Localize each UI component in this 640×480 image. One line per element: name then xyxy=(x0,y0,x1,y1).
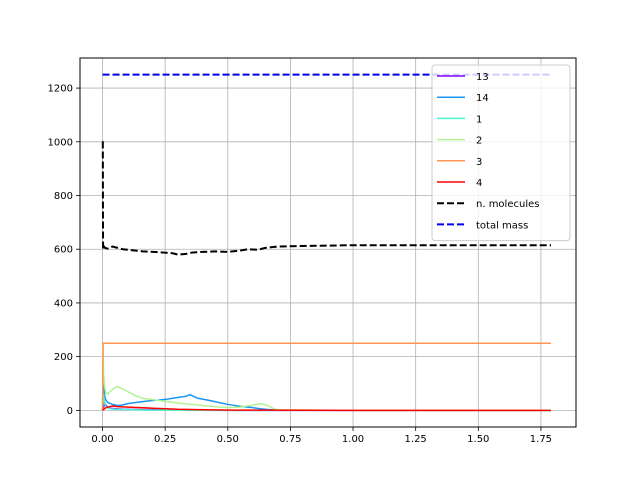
series-line-2 xyxy=(101,342,551,412)
legend-label: 3 xyxy=(476,157,482,168)
legend-label: n. molecules xyxy=(476,199,539,210)
x-tick-label: 1.25 xyxy=(405,434,427,445)
y-tick-label: 400 xyxy=(54,298,73,309)
legend-label: 1 xyxy=(476,114,482,125)
legend-label: 4 xyxy=(476,178,482,189)
axis-ticks: 0.00 0.25 0.50 0.75 1.00 1.25 1.50 1.75 0 200 400 6… xyxy=(48,84,553,445)
x-tick-label: 0.25 xyxy=(154,434,176,445)
y-tick-label: 600 xyxy=(54,245,73,256)
y-tick-label: 1000 xyxy=(48,137,73,148)
series-line-4 xyxy=(102,405,551,412)
y-tick-label: 0 xyxy=(67,406,73,417)
legend-label: 13 xyxy=(476,72,489,83)
legend-label: 14 xyxy=(476,93,489,104)
x-tick-label: 1.75 xyxy=(530,434,552,445)
legend-label: total mass xyxy=(476,220,528,231)
x-tick-label: 0.75 xyxy=(279,434,301,445)
axes-frame xyxy=(79,57,577,428)
x-tick-label: 1.50 xyxy=(467,434,489,445)
series-line-14 xyxy=(101,380,551,412)
y-tick-label: 800 xyxy=(54,191,73,202)
legend: 13 14 1 2 3 4 n. molecules total mass xyxy=(431,64,571,242)
x-tick-label: 0.50 xyxy=(217,434,239,445)
plot-series xyxy=(101,73,551,412)
series-line-3 xyxy=(101,342,551,411)
x-tick-label: 0.00 xyxy=(91,434,113,445)
series-line-n-molecules xyxy=(101,140,551,256)
y-tick-label: 200 xyxy=(54,352,73,363)
x-tick-label: 1.00 xyxy=(342,434,364,445)
legend-label: 2 xyxy=(476,136,482,147)
y-tick-label: 1200 xyxy=(48,84,73,95)
legend-box xyxy=(431,64,571,242)
